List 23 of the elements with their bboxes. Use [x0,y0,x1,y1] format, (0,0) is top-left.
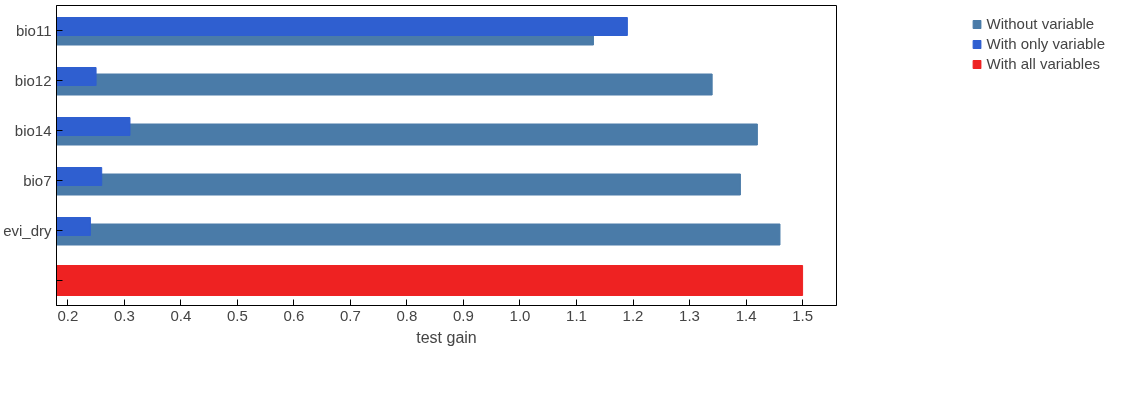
x-tick-label: 0.2 [57,306,79,324]
y-tick-label: bio12 [14,72,52,89]
x-tick-label: 0.6 [283,306,305,324]
x-tick-label: 1.3 [679,306,700,324]
x-tick-label: 0.3 [113,306,135,324]
y-tick-label: bio7 [23,172,52,189]
x-tick-label: 0.7 [339,306,361,324]
x-tick-label: 0.8 [396,306,418,324]
y-tick-label: evi_dry [3,222,52,239]
x-tick-label: 0.9 [453,306,474,324]
y-tick-label: bio11 [15,22,52,39]
y-tick-label: bio14 [14,122,52,139]
x-tick-label: 1.1 [566,306,587,324]
legend-label: With only variable [986,35,1105,52]
x-tick-label: 1.2 [622,306,644,324]
x-tick-label: 1.5 [792,306,814,324]
legend-label: With all variables [986,55,1100,72]
legend-label: Without variable [986,15,1095,32]
x-axis-title: test gain [416,328,477,346]
x-tick-label: 1.0 [509,306,531,324]
x-tick-label: 1.4 [735,306,757,324]
x-tick-label: 0.4 [170,306,192,324]
x-tick-label: 0.5 [226,306,248,324]
